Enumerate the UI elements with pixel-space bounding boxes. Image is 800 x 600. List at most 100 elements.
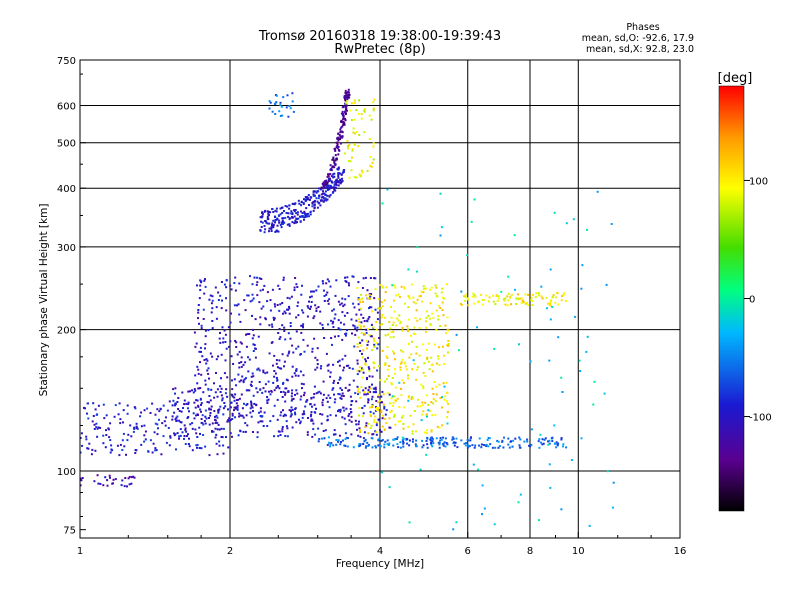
data-point-band-115 — [392, 438, 395, 441]
data-point-sparse — [606, 470, 609, 473]
data-point-spread-e — [339, 328, 342, 331]
data-point-sparse — [493, 523, 496, 526]
data-point-spread-e — [356, 385, 359, 388]
data-point-spread-e — [348, 284, 350, 287]
data-point-spread-e — [340, 397, 343, 400]
data-point-spread-e — [208, 298, 211, 301]
data-point-spread-e — [362, 277, 365, 280]
data-point-spread-e — [283, 365, 285, 368]
data-point-spread-e — [376, 369, 379, 372]
data-point-f2-trace — [342, 113, 344, 115]
data-point-band-115 — [396, 443, 399, 446]
data-point-spread-e — [346, 312, 349, 314]
data-point-band-130 — [213, 410, 216, 412]
data-point-low-trace — [218, 440, 221, 443]
data-point-cusp — [281, 217, 284, 220]
data-point-low-trace — [185, 435, 188, 437]
data-point-spread-e — [259, 410, 262, 413]
data-point-low-trace — [175, 416, 178, 419]
data-point-spread-e — [259, 316, 262, 319]
data-point-band-130 — [241, 414, 244, 417]
data-point-band-130 — [177, 397, 180, 399]
data-point-f2-trace — [342, 120, 345, 123]
data-point-low-trace — [92, 402, 95, 405]
data-point-spread-yellow — [363, 333, 366, 336]
data-point-spread-e — [339, 410, 342, 413]
data-point-spread-yellow — [373, 418, 376, 421]
data-point-spread-e — [354, 327, 357, 330]
data-point-spread-e — [367, 356, 369, 359]
data-point-spread-yellow — [392, 401, 395, 404]
data-point-spread-yellow — [413, 410, 416, 412]
data-point-sparse — [518, 343, 520, 346]
data-point-spread-yellow — [401, 416, 403, 419]
data-point-cusp — [296, 211, 299, 214]
data-point-band-130 — [322, 393, 325, 396]
x-tick-label: 8 — [527, 546, 533, 557]
data-point-spread-yellow — [415, 430, 417, 433]
data-point-spread-yellow — [400, 387, 402, 390]
data-point-spread-e — [334, 294, 337, 297]
data-point-f2-trace — [323, 184, 326, 187]
data-point-band-115 — [497, 446, 500, 449]
data-point-cusp — [269, 211, 272, 214]
data-point-x-trace — [353, 176, 356, 179]
data-point-band-130 — [225, 388, 228, 391]
data-point-low-trace — [102, 442, 105, 445]
data-point-band-130 — [375, 391, 377, 394]
data-point-spread-yellow — [393, 299, 395, 302]
data-point-spread-e — [308, 300, 310, 303]
data-point-spread-e — [224, 333, 227, 336]
data-point-spread-e — [310, 295, 313, 298]
data-point-low-trace — [116, 444, 119, 447]
data-point-spread-yellow — [412, 296, 415, 299]
data-point-cusp — [307, 198, 309, 201]
data-point-spread-yellow — [441, 296, 444, 299]
data-point-band-115 — [556, 444, 559, 447]
data-point-low-trace — [180, 421, 183, 424]
data-point-spread-e — [204, 285, 207, 288]
data-point-spread-e — [352, 324, 355, 327]
data-point-band-115 — [538, 446, 541, 449]
data-point-sparse — [565, 222, 568, 225]
data-point-cusp — [296, 221, 298, 224]
data-point-spread-e — [220, 353, 223, 356]
data-point-spread-e — [371, 383, 373, 386]
data-point-low-trace — [102, 403, 105, 406]
data-point-f2-trace — [327, 175, 330, 178]
data-point-spread-e — [242, 363, 245, 366]
data-point-spread-e — [273, 404, 276, 407]
data-point-sparse — [540, 285, 543, 288]
data-point-spread-e — [289, 337, 292, 340]
data-point-mid-right — [473, 294, 476, 297]
data-point-spread-yellow — [380, 316, 383, 319]
data-point-spread-yellow — [401, 326, 404, 329]
data-point-top-left — [268, 100, 271, 103]
data-point-band-115 — [453, 444, 456, 447]
data-point-band-115 — [541, 438, 544, 441]
data-point-spread-yellow — [403, 286, 406, 289]
data-point-band-130 — [388, 393, 391, 396]
data-point-spread-yellow — [430, 364, 433, 367]
data-point-cusp — [340, 173, 343, 176]
data-point-spread-e — [342, 305, 345, 308]
data-point-cusp — [326, 198, 329, 201]
data-point-spread-yellow — [376, 401, 379, 404]
data-point-low-trace — [178, 437, 180, 440]
data-point-spread-e — [331, 309, 334, 312]
data-point-spread-yellow — [424, 331, 427, 333]
data-point-spread-e — [278, 309, 281, 312]
data-point-spread-e — [291, 375, 294, 378]
data-point-band-130 — [343, 417, 346, 420]
data-point-spread-e — [371, 375, 374, 378]
data-point-spread-yellow — [394, 286, 397, 289]
data-point-band-115 — [562, 445, 564, 448]
data-point-mid-right — [460, 304, 463, 306]
data-point-band-130 — [215, 433, 218, 436]
data-point-spread-yellow — [412, 397, 415, 400]
data-point-band-130 — [281, 426, 284, 428]
data-point-sparse — [381, 471, 383, 474]
data-point-band-130 — [229, 432, 232, 435]
data-point-spread-e — [226, 395, 229, 398]
data-point-low-trace — [146, 407, 149, 410]
